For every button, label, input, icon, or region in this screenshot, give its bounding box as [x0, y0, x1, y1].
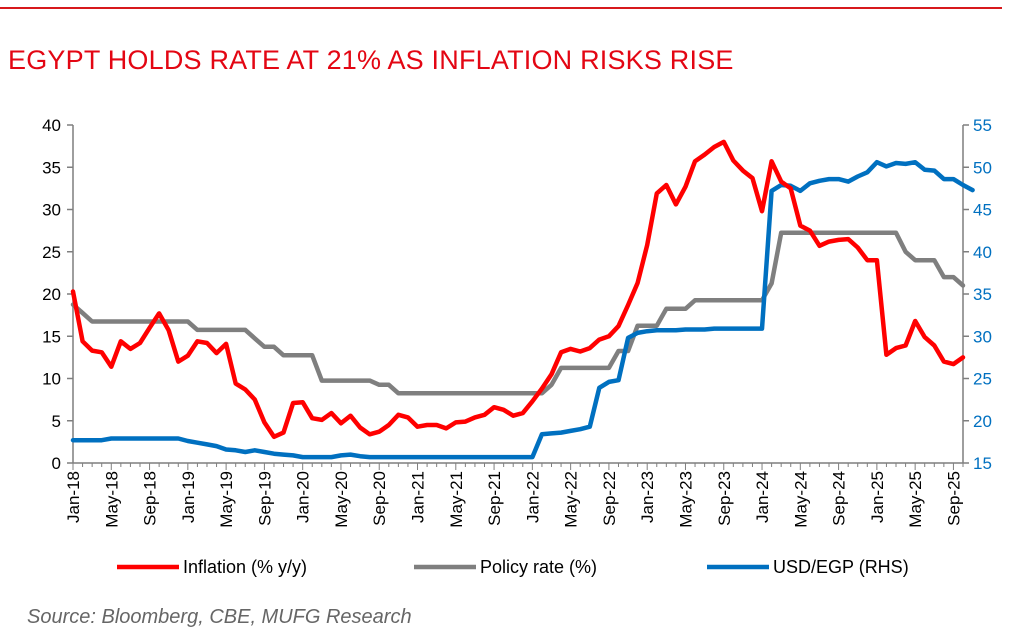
x-tick-label: Sep-18: [141, 471, 160, 526]
x-tick-label: Jan-24: [753, 471, 772, 523]
x-tick-label: May-20: [332, 471, 351, 528]
legend-usd-egp-label: USD/EGP (RHS): [773, 557, 909, 577]
x-tick-label: May-18: [102, 471, 121, 528]
right-y-tick-label: 50: [973, 158, 992, 177]
x-tick-label: May-19: [217, 471, 236, 528]
left-y-tick-label: 35: [42, 158, 61, 177]
right-y-tick-label: 55: [973, 116, 992, 135]
left-y-tick-label: 20: [42, 285, 61, 304]
right-y-tick-label: 25: [973, 370, 992, 389]
x-tick-label: May-23: [676, 471, 695, 528]
x-tick-label: Sep-19: [255, 471, 274, 526]
x-tick-label: Sep-20: [370, 471, 389, 526]
left-y-tick-label: 15: [42, 327, 61, 346]
series-line-usd-egp-rhs: [70, 159, 975, 460]
x-tick-label: Jan-22: [523, 471, 542, 523]
left-y-tick-label: 30: [42, 201, 61, 220]
x-tick-label: Sep-24: [830, 471, 849, 526]
x-tick-label: Jan-21: [409, 471, 428, 523]
x-tick-label: Sep-25: [944, 471, 963, 526]
x-tick-label: Jan-18: [64, 471, 83, 523]
right-y-tick-label: 40: [973, 243, 992, 262]
right-y-tick-label: 35: [973, 285, 992, 304]
x-tick-label: Jan-25: [868, 471, 887, 523]
x-tick-label: May-21: [447, 471, 466, 528]
legend-policy-rate-label: Policy rate (%): [480, 557, 597, 577]
left-y-tick-label: 0: [52, 454, 61, 473]
x-tick-label: Jan-20: [294, 471, 313, 523]
series-line-policy-rate: [70, 230, 966, 396]
right-y-tick-label: 15: [973, 454, 992, 473]
series-line-inflation-y-y: [70, 139, 966, 440]
x-tick-label: Sep-23: [715, 471, 734, 526]
x-tick-label: May-22: [562, 471, 581, 528]
x-tick-label: May-24: [791, 471, 810, 528]
left-y-tick-label: 5: [52, 412, 61, 431]
right-y-tick-label: 30: [973, 327, 992, 346]
x-tick-label: Sep-21: [485, 471, 504, 526]
x-tick-label: Jan-23: [638, 471, 657, 523]
x-tick-label: May-25: [906, 471, 925, 528]
top-rule: [0, 7, 1002, 9]
left-y-tick-label: 25: [42, 243, 61, 262]
x-tick-label: Sep-22: [600, 471, 619, 526]
right-y-tick-label: 45: [973, 201, 992, 220]
x-tick-label: Jan-19: [179, 471, 198, 523]
legend-inflation-label: Inflation (% y/y): [183, 557, 307, 577]
source-note: Source: Bloomberg, CBE, MUFG Research: [27, 606, 412, 628]
left-y-tick-label: 10: [42, 370, 61, 389]
right-y-tick-label: 20: [973, 412, 992, 431]
left-y-tick-label: 40: [42, 116, 61, 135]
chart-title: EGYPT HOLDS RATE AT 21% AS INFLATION RIS…: [8, 45, 734, 75]
